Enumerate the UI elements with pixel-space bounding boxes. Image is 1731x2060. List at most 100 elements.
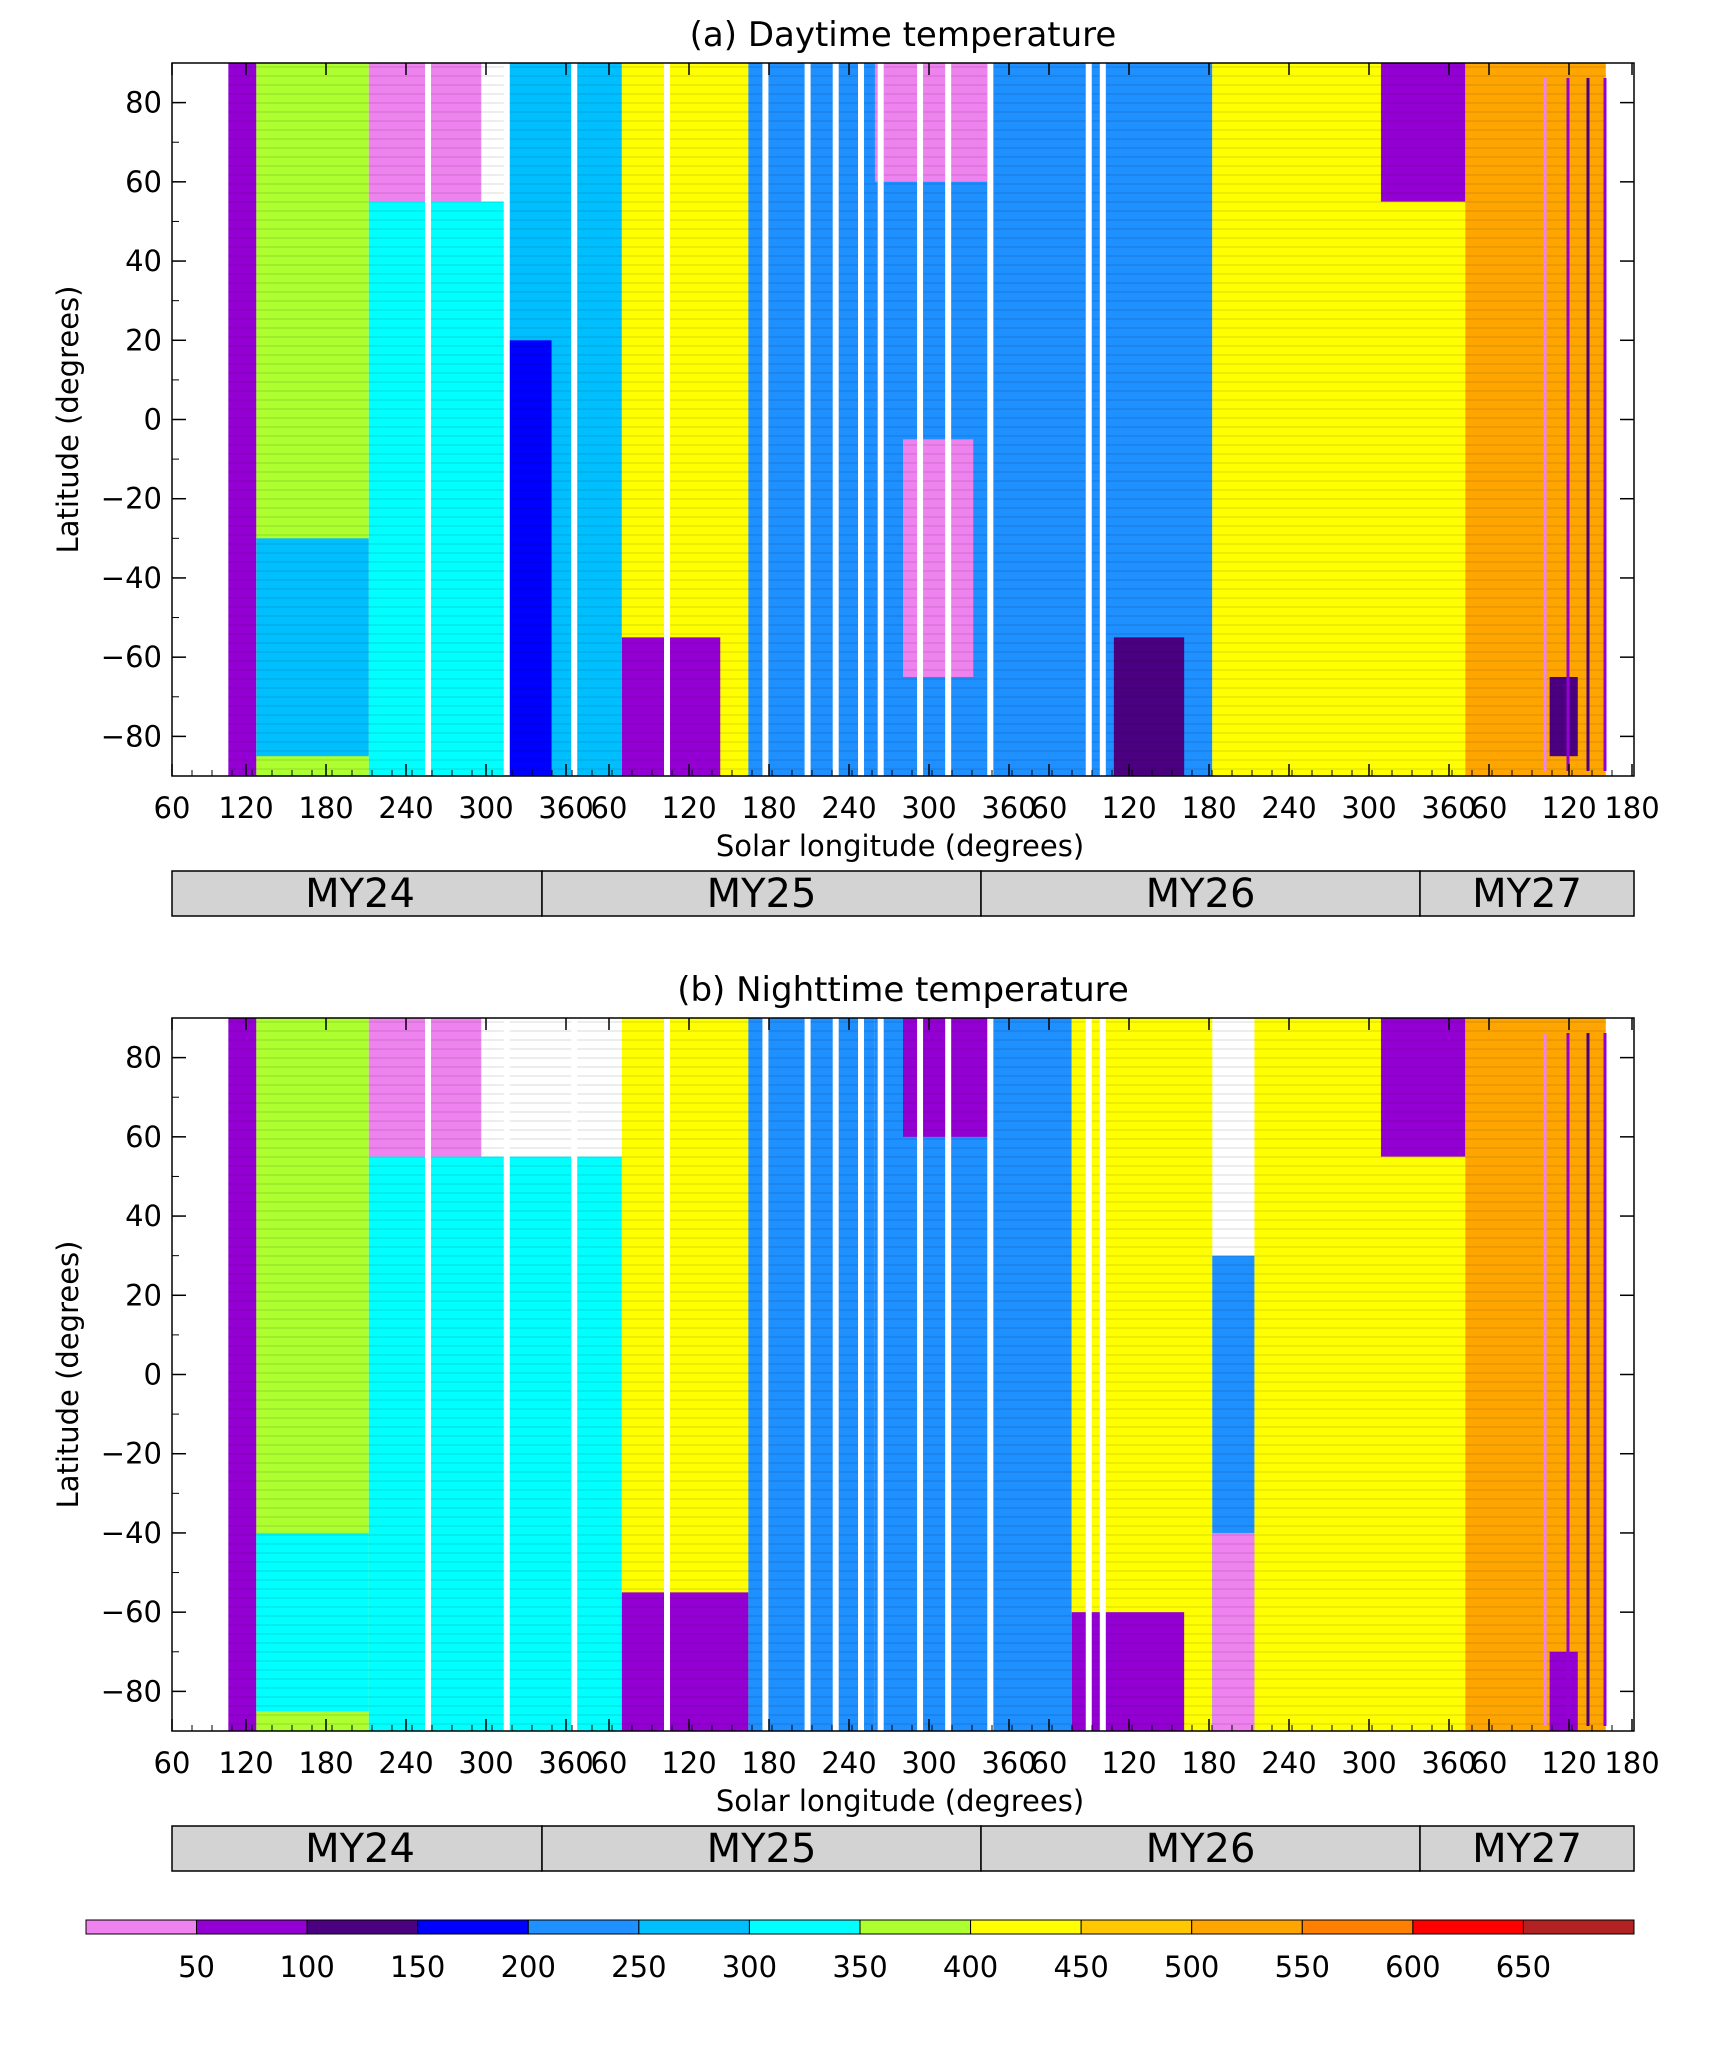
x-tick-label: 120 [1541, 1746, 1596, 1780]
x-tick-label: 180 [1604, 791, 1659, 825]
mars-year-label: MY26 [1146, 1826, 1256, 1872]
x-tick-label: 180 [1604, 1746, 1659, 1780]
colorbar-label: 100 [279, 1950, 334, 1984]
colorbar-swatch [417, 1919, 529, 1935]
heatmap-region [228, 63, 257, 776]
mars-year-label: MY25 [707, 871, 817, 917]
x-tick-label: 240 [821, 1746, 876, 1780]
colorbar: 50 100 150 200 250 300 350 400 450 500 550 600 650 [85, 1919, 1635, 1984]
heatmap-region [256, 538, 369, 757]
x-tick-label: 120 [218, 1746, 273, 1780]
heatmap-cells [172, 63, 1634, 776]
data-gap [503, 63, 510, 776]
colorbar-label: 150 [390, 1950, 445, 1984]
data-gap [945, 63, 952, 776]
heatmap-region [1465, 1018, 1606, 1731]
data-gap [987, 63, 994, 776]
heatmap-region [1380, 63, 1466, 202]
mars-year-box [980, 1825, 1421, 1872]
heatmap-region [874, 63, 988, 182]
x-tick-label: 360 [981, 1746, 1036, 1780]
mars-year-box [541, 870, 982, 917]
mars-year-label: MY24 [305, 1826, 415, 1872]
heatmap-region [228, 1018, 257, 1731]
data-gap [832, 63, 839, 776]
colorbar-swatch [1522, 1919, 1635, 1935]
colorbar-swatch [859, 1919, 972, 1935]
x-tick-label: 240 [1261, 791, 1316, 825]
x-tick-label: 360 [538, 1746, 593, 1780]
x-tick-label: 300 [1341, 1746, 1396, 1780]
x-tick-label: 360 [1421, 1746, 1476, 1780]
colorbar-swatch [527, 1919, 640, 1935]
y-tick-label: 0 [144, 403, 162, 437]
heatmap-region [256, 1532, 369, 1712]
x-tick-label: 300 [901, 791, 956, 825]
heatmap-cells [172, 1018, 1634, 1731]
data-gap [917, 63, 924, 776]
heatmap-region [1549, 676, 1578, 757]
heatmap-region [621, 637, 721, 776]
y-tick-label: 20 [125, 1278, 162, 1312]
colorbar-label: 200 [501, 1950, 556, 1984]
y-tick-label: −60 [101, 1595, 162, 1629]
data-gap [1099, 1018, 1106, 1731]
y-tick-label: −40 [101, 1516, 162, 1550]
x-tick-label: 180 [741, 791, 796, 825]
data-gap [571, 63, 578, 776]
y-tick-label: −40 [101, 561, 162, 595]
x-tick-label: 120 [1541, 791, 1596, 825]
x-tick-label: 360 [981, 791, 1036, 825]
y-tick-label: −60 [101, 640, 162, 674]
heatmap-region [1113, 637, 1185, 776]
colorbar-swatch [638, 1919, 750, 1935]
y-tick-label: 20 [125, 323, 162, 357]
data-gap [804, 63, 811, 776]
chart-title: (a) Daytime temperature [690, 15, 1117, 55]
y-axis-label: Latitude (degrees) [51, 286, 85, 554]
colorbar-label: 350 [832, 1950, 887, 1984]
colorbar-label: 650 [1496, 1950, 1551, 1984]
mars-year-label: MY25 [707, 1826, 817, 1872]
y-tick-label: 40 [125, 1199, 162, 1233]
x-tick-label: 60 [1031, 791, 1068, 825]
chart-title: (b) Nighttime temperature [677, 970, 1129, 1010]
mars-year-label: MY27 [1472, 871, 1582, 917]
colorbar-swatch [196, 1919, 308, 1935]
data-gap [664, 1018, 671, 1731]
y-tick-label: 80 [125, 1041, 162, 1075]
x-tick-label: 300 [458, 791, 513, 825]
x-tick-label: 180 [298, 791, 353, 825]
x-tick-label: 360 [1421, 791, 1476, 825]
y-tick-label: −20 [101, 1437, 162, 1471]
heatmap-region [368, 201, 510, 776]
x-tick-label: 360 [538, 791, 593, 825]
heatmap-region [368, 1156, 622, 1731]
x-tick-label: 120 [1101, 1746, 1156, 1780]
colorbar-label: 50 [178, 1950, 215, 1984]
mars-year-label: MY26 [1146, 871, 1256, 917]
x-axis-label: Solar longitude (degrees) [716, 829, 1084, 863]
data-gap [571, 1018, 578, 1731]
colorbar-swatch [85, 1919, 198, 1935]
colorbar-label: 500 [1164, 1950, 1219, 1984]
colorbar-swatch [970, 1919, 1082, 1935]
colorbar-label: 450 [1053, 1950, 1108, 1984]
colorbar-label: 550 [1275, 1950, 1330, 1984]
mars-year-box [541, 1825, 982, 1872]
mars-year-label: MY24 [305, 871, 415, 917]
colorbar-label: 300 [722, 1950, 777, 1984]
heatmap-region [509, 340, 552, 776]
data-gap [804, 1018, 811, 1731]
x-tick-label: 120 [1101, 791, 1156, 825]
x-tick-label: 60 [1471, 1746, 1508, 1780]
y-tick-label: 60 [125, 165, 162, 199]
x-tick-label: 180 [298, 1746, 353, 1780]
x-tick-label: 240 [821, 791, 876, 825]
x-tick-label: 60 [591, 791, 628, 825]
x-tick-label: 120 [218, 791, 273, 825]
x-tick-label: 60 [591, 1746, 628, 1780]
x-tick-label: 60 [154, 1746, 191, 1780]
